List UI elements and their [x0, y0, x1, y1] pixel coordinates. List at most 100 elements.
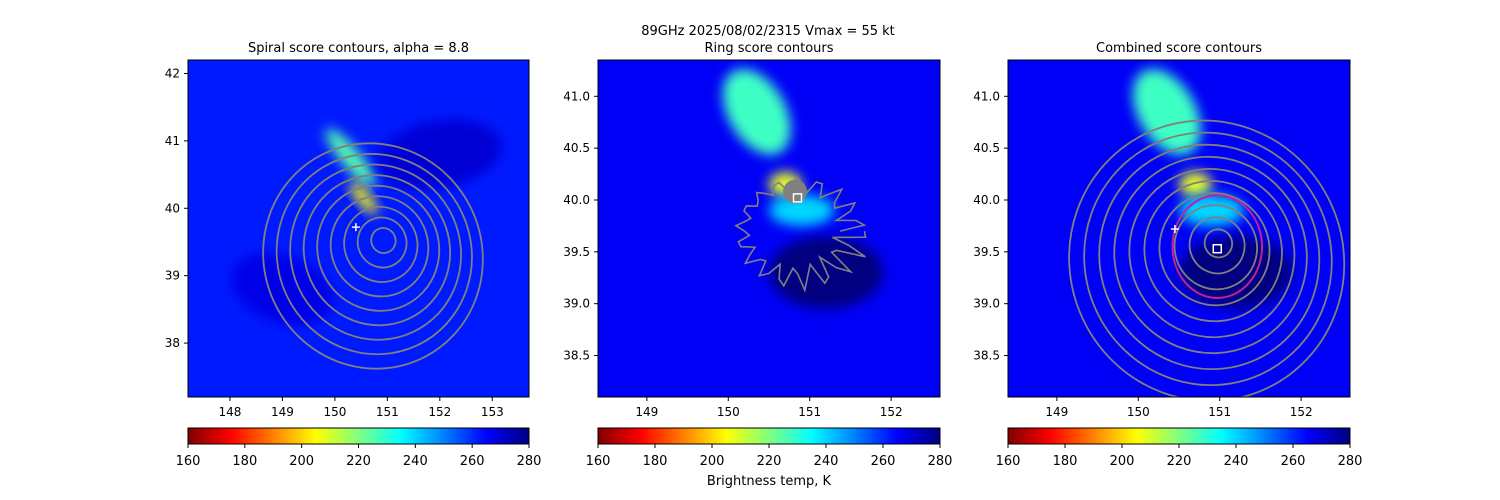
heatmap-feature [769, 194, 835, 226]
square-marker [1212, 243, 1223, 254]
square-marker [792, 193, 803, 203]
heatmap-background [188, 60, 529, 397]
axes-frame [187, 59, 530, 398]
colorbar-tick-label: 260 [871, 454, 896, 469]
score-contour [1128, 167, 1296, 339]
heatmap-feature [325, 128, 376, 187]
colorbar [1007, 427, 1351, 445]
score-contour [262, 142, 484, 370]
score-contour [1143, 180, 1283, 323]
y-tick-label: 40.5 [563, 141, 590, 155]
plot-area [188, 60, 529, 397]
score-contour [275, 153, 473, 356]
x-tick-label: 153 [481, 405, 504, 419]
x-tick-label: 152 [880, 405, 903, 419]
plus-marker [351, 223, 360, 232]
colorbar-tick-label: 160 [176, 454, 201, 469]
score-contour [1188, 216, 1246, 275]
panel-combined: Combined score contours 149 150 151 152 38.5 3… [973, 41, 1363, 469]
heatmap-feature [722, 68, 791, 155]
heatmap-feature [1132, 68, 1201, 155]
colorbar-tick-label: 160 [996, 454, 1021, 469]
heatmap-feature [1179, 171, 1212, 197]
x-tick-label: 151 [376, 405, 399, 419]
plus-marker [1170, 225, 1179, 234]
y-tick-label: 38.5 [973, 349, 1000, 363]
y-tick-label: 42 [165, 66, 180, 80]
y-tick-label: 40 [165, 201, 180, 215]
x-tick-label: 151 [798, 405, 821, 419]
colorbar-tick-label: 240 [403, 454, 428, 469]
colorbar-tick-label: 280 [1338, 454, 1363, 469]
x-tick-label: 149 [1045, 405, 1068, 419]
heatmap-feature [1179, 236, 1293, 309]
score-contour [316, 184, 441, 312]
score-contour [370, 227, 397, 254]
colorbar-tick-label: 240 [814, 454, 839, 469]
center-fit-ring [1171, 194, 1264, 299]
panel-title: Combined score contours [1096, 41, 1262, 56]
y-tick-label: 39.0 [973, 297, 1000, 311]
x-tick-label: 151 [1208, 405, 1231, 419]
y-tick-label: 39 [165, 269, 180, 283]
score-contour [343, 205, 419, 283]
score-contour [1173, 204, 1258, 291]
x-tick-label: 149 [271, 405, 294, 419]
score-contour [1098, 143, 1321, 371]
colorbar-tick-label: 200 [289, 454, 314, 469]
colorbar-tick-label: 160 [586, 454, 611, 469]
colorbar-tick-label: 260 [1281, 454, 1306, 469]
colorbar-tick-label: 220 [1167, 454, 1192, 469]
score-contour [1158, 192, 1271, 307]
y-tick-label: 39.0 [563, 297, 590, 311]
x-tick-label: 150 [1127, 405, 1150, 419]
x-tick-label: 152 [1290, 405, 1313, 419]
y-tick-label: 41.0 [563, 89, 590, 103]
score-contour [356, 216, 408, 269]
colorbar-tick-label: 280 [928, 454, 953, 469]
axes-frame [597, 59, 941, 398]
y-tick-label: 41.0 [973, 89, 1000, 103]
y-tick-label: 41 [165, 134, 180, 148]
colorbar-tick-label: 220 [757, 454, 782, 469]
score-contour [289, 163, 462, 341]
colorbar [187, 427, 530, 445]
panel-ring: Ring score contours 149 150 151 152 38.5 39.0 3… [563, 41, 952, 469]
panel-title: Spiral score contours, alpha = 8.8 [248, 41, 469, 56]
y-tick-label: 40.0 [973, 193, 1000, 207]
x-tick-label: 149 [635, 405, 658, 419]
colorbar [597, 427, 941, 445]
panel-title: Ring score contours [704, 41, 833, 56]
y-tick-label: 40.0 [563, 193, 590, 207]
colorbar-tick-label: 180 [1053, 454, 1078, 469]
score-contour [1083, 131, 1333, 387]
x-tick-label: 152 [428, 405, 451, 419]
score-contour [302, 174, 452, 327]
y-tick-label: 38 [165, 336, 180, 350]
panel-spiral: Spiral score contours, alpha = 8.8 148 149… [165, 41, 542, 469]
y-tick-label: 38.5 [563, 349, 590, 363]
x-tick-label: 150 [323, 405, 346, 419]
figure-title: 89GHz 2025/08/02/2315 Vmax = 55 kt [641, 24, 895, 39]
colorbar-tick-label: 200 [700, 454, 725, 469]
y-tick-label: 39.5 [563, 245, 590, 259]
colorbar-label: Brightness temp, K [707, 474, 832, 489]
score-contour [329, 195, 430, 298]
axes-frame [1007, 59, 1351, 398]
score-contour [1068, 119, 1346, 397]
colorbar-tick-label: 180 [232, 454, 257, 469]
score-contour [1203, 228, 1234, 259]
ring-score-peak [783, 179, 808, 204]
y-tick-label: 40.5 [973, 141, 1000, 155]
plot-area [598, 60, 940, 397]
plot-area [1008, 60, 1350, 397]
colorbar-tick-label: 240 [1224, 454, 1249, 469]
colorbar-tick-label: 260 [460, 454, 485, 469]
x-tick-label: 150 [717, 405, 740, 419]
colorbar-tick-label: 220 [346, 454, 371, 469]
colorbar-tick-label: 280 [517, 454, 542, 469]
y-tick-label: 39.5 [973, 245, 1000, 259]
score-contour [1113, 155, 1308, 355]
ring-score-contour [734, 176, 867, 293]
